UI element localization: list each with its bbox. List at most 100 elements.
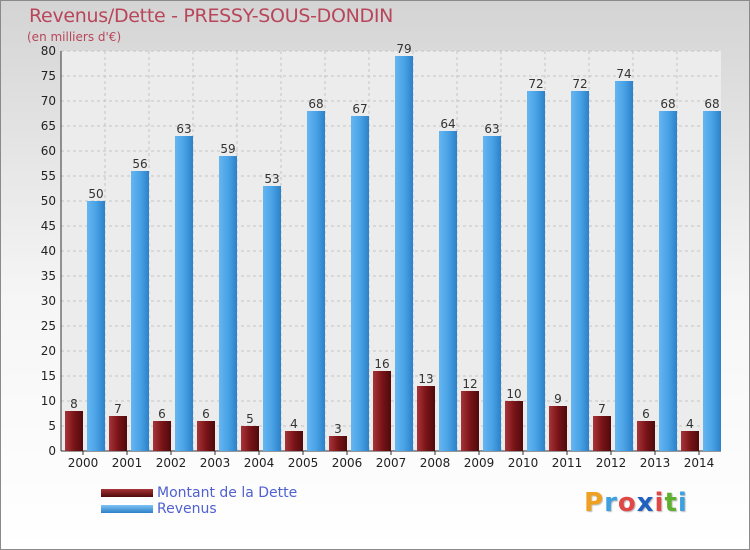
- bar-revenus-2010: [527, 91, 545, 451]
- value-label-revenus-2014: 68: [704, 97, 719, 111]
- bar-debt-2003: [197, 421, 215, 451]
- chart-title: Revenus/Dette - PRESSY-SOUS-DONDIN: [29, 5, 394, 27]
- value-label-revenus-2008: 64: [440, 117, 455, 131]
- value-label-revenus-2012: 74: [616, 67, 631, 81]
- value-label-revenus-2013: 68: [660, 97, 675, 111]
- y-tick-label: 30: [41, 294, 56, 308]
- legend-label-revenus: Revenus: [157, 501, 217, 517]
- value-label-revenus-2011: 72: [572, 77, 587, 91]
- y-tick-label: 75: [41, 69, 56, 83]
- bar-revenus-2001: [131, 171, 149, 451]
- bar-revenus-2008: [439, 131, 457, 451]
- y-tick-label: 35: [41, 269, 56, 283]
- logo-letter: o: [617, 488, 637, 518]
- bar-revenus-2002: [175, 136, 193, 451]
- x-tick-label-2003: 2003: [200, 456, 231, 470]
- bar-debt-2005: [285, 431, 303, 451]
- value-label-debt-2003: 6: [202, 407, 210, 421]
- value-label-revenus-2010: 72: [528, 77, 543, 91]
- value-label-revenus-2009: 63: [484, 122, 499, 136]
- logo-letter: r: [604, 488, 618, 518]
- x-tick-label-2009: 2009: [464, 456, 495, 470]
- value-label-debt-2010: 10: [506, 387, 521, 401]
- bar-revenus-2005: [307, 111, 325, 451]
- value-label-debt-2014: 4: [686, 417, 694, 431]
- bar-debt-2006: [329, 436, 347, 451]
- x-tick-label-2007: 2007: [376, 456, 407, 470]
- bar-revenus-2006: [351, 116, 369, 451]
- y-tick-label: 80: [41, 44, 56, 58]
- bar-revenus-2013: [659, 111, 677, 451]
- y-tick-label: 0: [48, 444, 56, 458]
- x-tick-label-2011: 2011: [552, 456, 583, 470]
- value-label-revenus-2004: 53: [264, 172, 279, 186]
- bar-debt-2011: [549, 406, 567, 451]
- bar-revenus-2003: [219, 156, 237, 451]
- bar-revenus-2012: [615, 81, 633, 451]
- value-label-debt-2006: 3: [334, 422, 342, 436]
- value-label-debt-2013: 6: [642, 407, 650, 421]
- bar-debt-2009: [461, 391, 479, 451]
- y-tick-label: 10: [41, 394, 56, 408]
- bar-debt-2008: [417, 386, 435, 451]
- value-label-debt-2009: 12: [462, 377, 477, 391]
- value-label-debt-2004: 5: [246, 412, 254, 426]
- value-label-revenus-2003: 59: [220, 142, 235, 156]
- x-tick-label-2005: 2005: [288, 456, 319, 470]
- proxiti-logo: Proxiti: [584, 488, 688, 518]
- value-label-revenus-2007: 79: [396, 42, 411, 56]
- bar-revenus-2004: [263, 186, 281, 451]
- x-tick-label-2000: 2000: [68, 456, 99, 470]
- y-tick-label: 20: [41, 344, 56, 358]
- chart-subtitle: (en milliers d'€): [27, 30, 122, 44]
- x-tick-label-2004: 2004: [244, 456, 275, 470]
- x-tick-label-2013: 2013: [640, 456, 671, 470]
- bar-debt-2004: [241, 426, 259, 451]
- bar-debt-2014: [681, 431, 699, 451]
- bar-debt-2001: [109, 416, 127, 451]
- value-label-revenus-2002: 63: [176, 122, 191, 136]
- value-label-revenus-2000: 50: [88, 187, 103, 201]
- y-tick-label: 70: [41, 94, 56, 108]
- bar-debt-2012: [593, 416, 611, 451]
- y-tick-label: 55: [41, 169, 56, 183]
- bar-revenus-2014: [703, 111, 721, 451]
- y-tick-label: 25: [41, 319, 56, 333]
- logo-letter: t: [664, 488, 678, 518]
- value-label-debt-2000: 8: [70, 397, 78, 411]
- bar-debt-2010: [505, 401, 523, 451]
- y-tick-label: 65: [41, 119, 56, 133]
- x-tick-label-2001: 2001: [112, 456, 143, 470]
- x-tick-label-2002: 2002: [156, 456, 187, 470]
- value-label-debt-2008: 13: [418, 372, 433, 386]
- y-tick-label: 45: [41, 219, 56, 233]
- y-tick-label: 5: [48, 419, 56, 433]
- y-tick-label: 50: [41, 194, 56, 208]
- bar-revenus-2007: [395, 56, 413, 451]
- logo-letter: P: [584, 488, 605, 518]
- value-label-debt-2012: 7: [598, 402, 606, 416]
- logo-letter: x: [636, 488, 655, 518]
- legend-swatch-revenus: [101, 505, 153, 513]
- legend-swatch-debt: [101, 489, 153, 497]
- legend-label-debt: Montant de la Dette: [157, 485, 298, 501]
- x-tick-label-2014: 2014: [684, 456, 715, 470]
- y-tick-label: 40: [41, 244, 56, 258]
- value-label-debt-2011: 9: [554, 392, 562, 406]
- value-label-debt-2002: 6: [158, 407, 166, 421]
- bar-debt-2002: [153, 421, 171, 451]
- bar-revenus-2011: [571, 91, 589, 451]
- logo-letter: i: [654, 488, 665, 518]
- y-tick-label: 60: [41, 144, 56, 158]
- y-tick-label: 15: [41, 369, 56, 383]
- bar-debt-2007: [373, 371, 391, 451]
- x-tick-label-2010: 2010: [508, 456, 539, 470]
- x-tick-label-2006: 2006: [332, 456, 363, 470]
- bar-revenus-2009: [483, 136, 501, 451]
- logo-letter: i: [677, 488, 688, 518]
- x-tick-label-2008: 2008: [420, 456, 451, 470]
- value-label-revenus-2006: 67: [352, 102, 367, 116]
- value-label-debt-2005: 4: [290, 417, 298, 431]
